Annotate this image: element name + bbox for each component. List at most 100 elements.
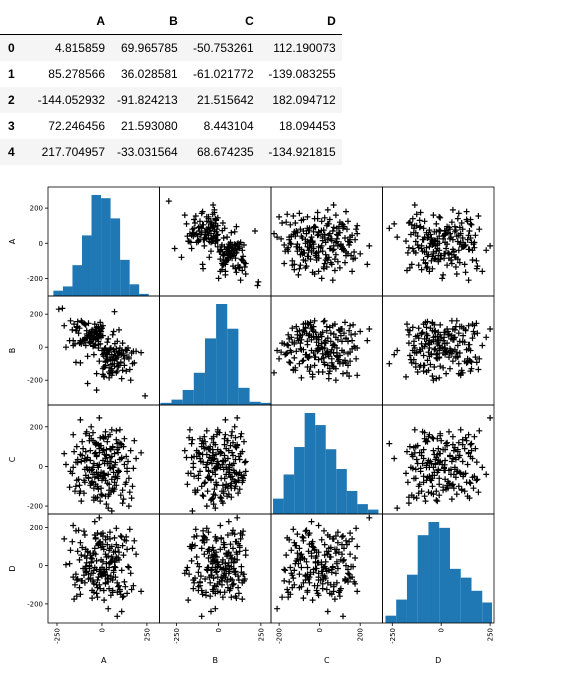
histogram-bar: [367, 509, 379, 514]
histogram-bar: [160, 402, 172, 405]
y-tick-label: -200: [27, 600, 43, 608]
table-row-index: 3: [8, 119, 15, 133]
histogram-bar: [81, 235, 92, 296]
x-tick-label: 0: [215, 628, 223, 632]
cell-frame: [382, 513, 495, 624]
matrix-cell-D-C: [270, 513, 383, 624]
histogram-bar: [62, 286, 73, 296]
matrix-cell-A-C: [270, 186, 383, 297]
matrix-cell-A-B: [159, 186, 272, 297]
matrix-cell-B-D: [382, 295, 495, 406]
histogram-bar: [417, 535, 429, 623]
y-axis-label: C: [8, 456, 17, 462]
table-index-header: [0, 8, 24, 35]
y-tick-label: 200: [30, 423, 43, 431]
x-tick-label: 250: [257, 628, 265, 641]
table-cell: 112.190073: [273, 41, 336, 55]
histogram-bar: [193, 372, 205, 405]
table-cell: -144.052932: [37, 93, 105, 107]
matrix-cell-C-B: [159, 404, 272, 515]
matrix-cell-B-B: [159, 295, 272, 406]
histogram-bar: [406, 574, 418, 623]
table-row: 2 -144.052932 -91.824213 21.515642 182.0…: [0, 87, 342, 113]
histogram-bar: [283, 474, 295, 514]
table-cell: 21.593080: [121, 119, 178, 133]
scatter-points: [181, 514, 249, 620]
scatter-points: [61, 414, 145, 514]
histogram-bar: [110, 218, 121, 296]
histogram-bar: [315, 425, 326, 514]
histogram-bar: [428, 522, 440, 623]
y-tick-label: 0: [39, 562, 43, 570]
histogram-bar: [471, 590, 483, 623]
x-tick-label: 0: [316, 628, 324, 632]
x-tick-label: 0: [438, 628, 446, 632]
scatter-points: [55, 305, 149, 399]
table-column-header: C: [183, 8, 260, 35]
table-row: 4 217.704957 -33.031564 68.674235 -134.9…: [0, 139, 342, 165]
x-axis-label: B: [213, 656, 219, 665]
x-axis-label: C: [324, 656, 330, 665]
x-tick-label: 200: [357, 628, 365, 641]
table-cell: 85.278566: [48, 67, 105, 81]
dataframe-table: A B C D 0 4.815859 69.965785 -50.753261 …: [0, 8, 342, 165]
matrix-cell-B-C: [270, 295, 383, 406]
histogram-bar: [182, 389, 194, 405]
histogram-bar: [336, 468, 347, 514]
table-column-header: B: [111, 8, 184, 35]
scatter-points: [181, 414, 249, 514]
x-tick-label: -250: [173, 628, 181, 644]
histogram-bar: [101, 198, 111, 296]
histogram-bar: [260, 402, 271, 405]
scatter-points: [274, 514, 373, 620]
histogram-bar: [357, 504, 368, 514]
matrix-cell-C-A: [47, 404, 160, 515]
table-cell: 4.815859: [54, 41, 105, 55]
x-tick-label: -250: [53, 628, 61, 644]
y-axis-label: D: [8, 565, 17, 571]
histogram-bar: [139, 293, 149, 296]
histogram-bar: [227, 328, 239, 405]
cell-frame: [270, 186, 383, 297]
x-tick-label: 250: [143, 628, 151, 641]
cell-frame: [47, 404, 160, 515]
table-header-row: A B C D: [0, 8, 342, 35]
y-tick-label: 0: [39, 240, 43, 248]
histogram-bar: [53, 290, 63, 296]
y-axis-label: B: [8, 348, 17, 354]
matrix-cell-C-C: [270, 404, 383, 515]
table-cell: -134.921815: [268, 145, 336, 159]
table-column-header: D: [259, 8, 342, 35]
histogram-bar: [396, 599, 407, 623]
matrix-cell-D-D: [382, 513, 495, 624]
y-tick-label: -200: [27, 275, 43, 283]
table-cell: -50.753261: [193, 41, 254, 55]
histogram-bar: [449, 568, 461, 623]
histogram-bar: [72, 265, 82, 296]
histogram-bar: [91, 195, 102, 296]
histogram-bar: [249, 401, 261, 405]
histogram-bar: [273, 498, 284, 514]
x-axis-label: A: [101, 656, 107, 665]
scatter-points: [386, 202, 494, 284]
x-tick-label: 250: [487, 628, 495, 641]
table-cell: -139.083255: [268, 67, 336, 81]
scatter-points: [61, 514, 145, 620]
table-cell: 68.674235: [197, 145, 254, 159]
scatter-matrix-chart: -200 0 200 A -200 0 200 B -200 0 200 C -200 0 200 D -250…: [8, 186, 495, 665]
table-row-index: 2: [8, 93, 15, 107]
table-row: 1 85.278566 36.028581 -61.021772 -139.08…: [0, 61, 342, 87]
table-cell: -61.021772: [193, 67, 254, 81]
y-tick-label: 0: [39, 344, 43, 352]
y-tick-label: -200: [27, 377, 43, 385]
histogram-bar: [346, 490, 358, 514]
table-column-header: A: [24, 8, 111, 35]
table-cell: -91.824213: [117, 93, 178, 107]
y-axis-label: A: [8, 238, 17, 244]
table-row-index: 4: [8, 145, 15, 159]
matrix-cell-B-A: [47, 295, 160, 406]
matrix-cell-A-D: [382, 186, 495, 297]
y-tick-label: 0: [39, 463, 43, 471]
y-tick-label: 200: [30, 205, 43, 213]
histogram-bar: [460, 577, 472, 623]
